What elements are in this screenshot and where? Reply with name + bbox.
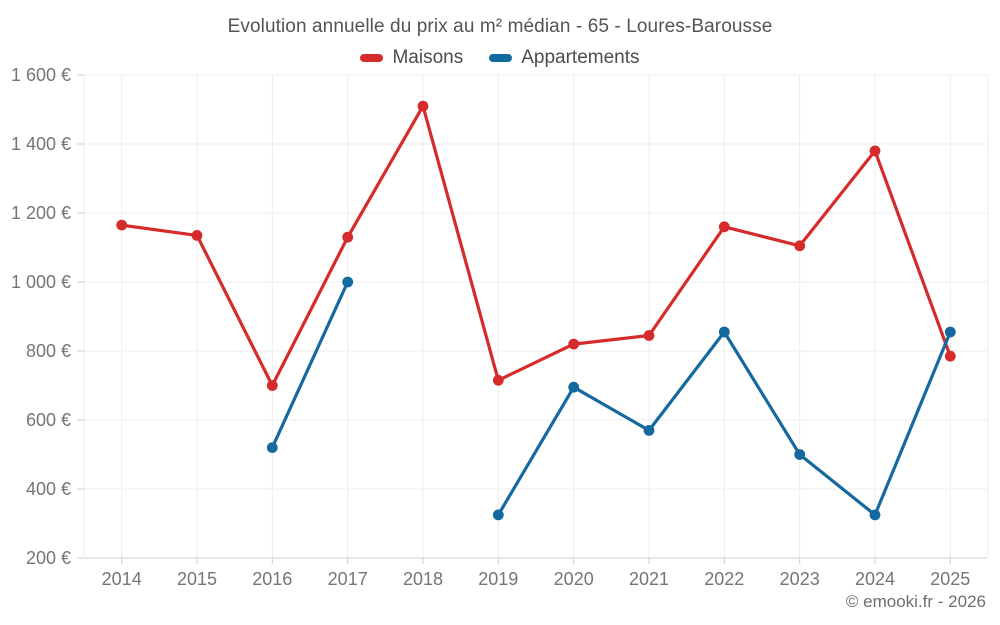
point-appartements-2025[interactable]: [944, 326, 956, 338]
point-maisons-2020[interactable]: [568, 338, 580, 350]
legend-swatch-maisons-icon: [360, 54, 384, 62]
x-axis-label: 2014: [102, 569, 142, 589]
point-maisons-2016[interactable]: [266, 380, 278, 391]
legend-swatch-appartements-icon: [489, 54, 513, 62]
y-axis-label: 1 200 €: [11, 203, 71, 223]
x-axis-label: 2016: [252, 569, 292, 589]
point-maisons-2014[interactable]: [116, 219, 128, 231]
y-axis-label: 800 €: [26, 341, 71, 361]
x-axis-label: 2023: [780, 569, 820, 589]
y-axis-label: 1 400 €: [11, 134, 71, 154]
point-maisons-2023[interactable]: [794, 240, 806, 252]
y-axis-label: 400 €: [26, 479, 71, 499]
point-appartements-2023[interactable]: [794, 449, 806, 460]
legend-label-appartements: Appartements: [521, 47, 640, 68]
y-axis-label: 1 600 €: [11, 65, 71, 85]
chart-legend: Maisons Appartements: [0, 47, 1000, 69]
legend-item-appartements[interactable]: Appartements: [489, 47, 640, 69]
point-appartements-2024[interactable]: [869, 509, 881, 521]
y-axis-label: 200 €: [26, 548, 71, 568]
y-axis-label: 1 000 €: [11, 272, 71, 292]
point-appartements-2019[interactable]: [492, 509, 504, 521]
point-appartements-2020[interactable]: [568, 381, 580, 393]
series-line-appartements: [270, 280, 952, 517]
x-axis-label: 2021: [629, 569, 669, 589]
point-maisons-2017[interactable]: [342, 231, 354, 243]
x-axis-label: 2025: [930, 569, 970, 589]
x-axis-label: 2020: [554, 569, 594, 589]
point-maisons-2019[interactable]: [492, 374, 504, 386]
point-appartements-2021[interactable]: [643, 425, 655, 436]
x-axis-label: 2019: [478, 569, 518, 589]
point-appartements-2022[interactable]: [718, 326, 730, 338]
x-axis-label: 2018: [403, 569, 443, 589]
x-axis-label: 2022: [704, 569, 744, 589]
x-axis-label: 2015: [177, 569, 217, 589]
point-maisons-2015[interactable]: [191, 230, 203, 241]
legend-label-maisons: Maisons: [392, 47, 464, 68]
legend-item-maisons[interactable]: Maisons: [360, 47, 463, 69]
point-maisons-2022[interactable]: [718, 221, 730, 233]
x-axis-label: 2017: [328, 569, 368, 589]
point-maisons-2024[interactable]: [869, 145, 881, 157]
point-appartements-2017[interactable]: [342, 276, 354, 288]
point-maisons-2021[interactable]: [643, 330, 655, 341]
chart-title: Evolution annuelle du prix au m² médian …: [227, 16, 773, 37]
y-axis-label: 600 €: [26, 410, 71, 430]
copyright-footer: © emooki.fr - 2026: [845, 592, 986, 611]
series-line-maisons: [120, 104, 952, 388]
point-maisons-2018[interactable]: [417, 100, 429, 112]
point-maisons-2025[interactable]: [944, 350, 956, 362]
x-axis-label: 2024: [855, 569, 895, 589]
point-appartements-2016[interactable]: [266, 442, 278, 453]
